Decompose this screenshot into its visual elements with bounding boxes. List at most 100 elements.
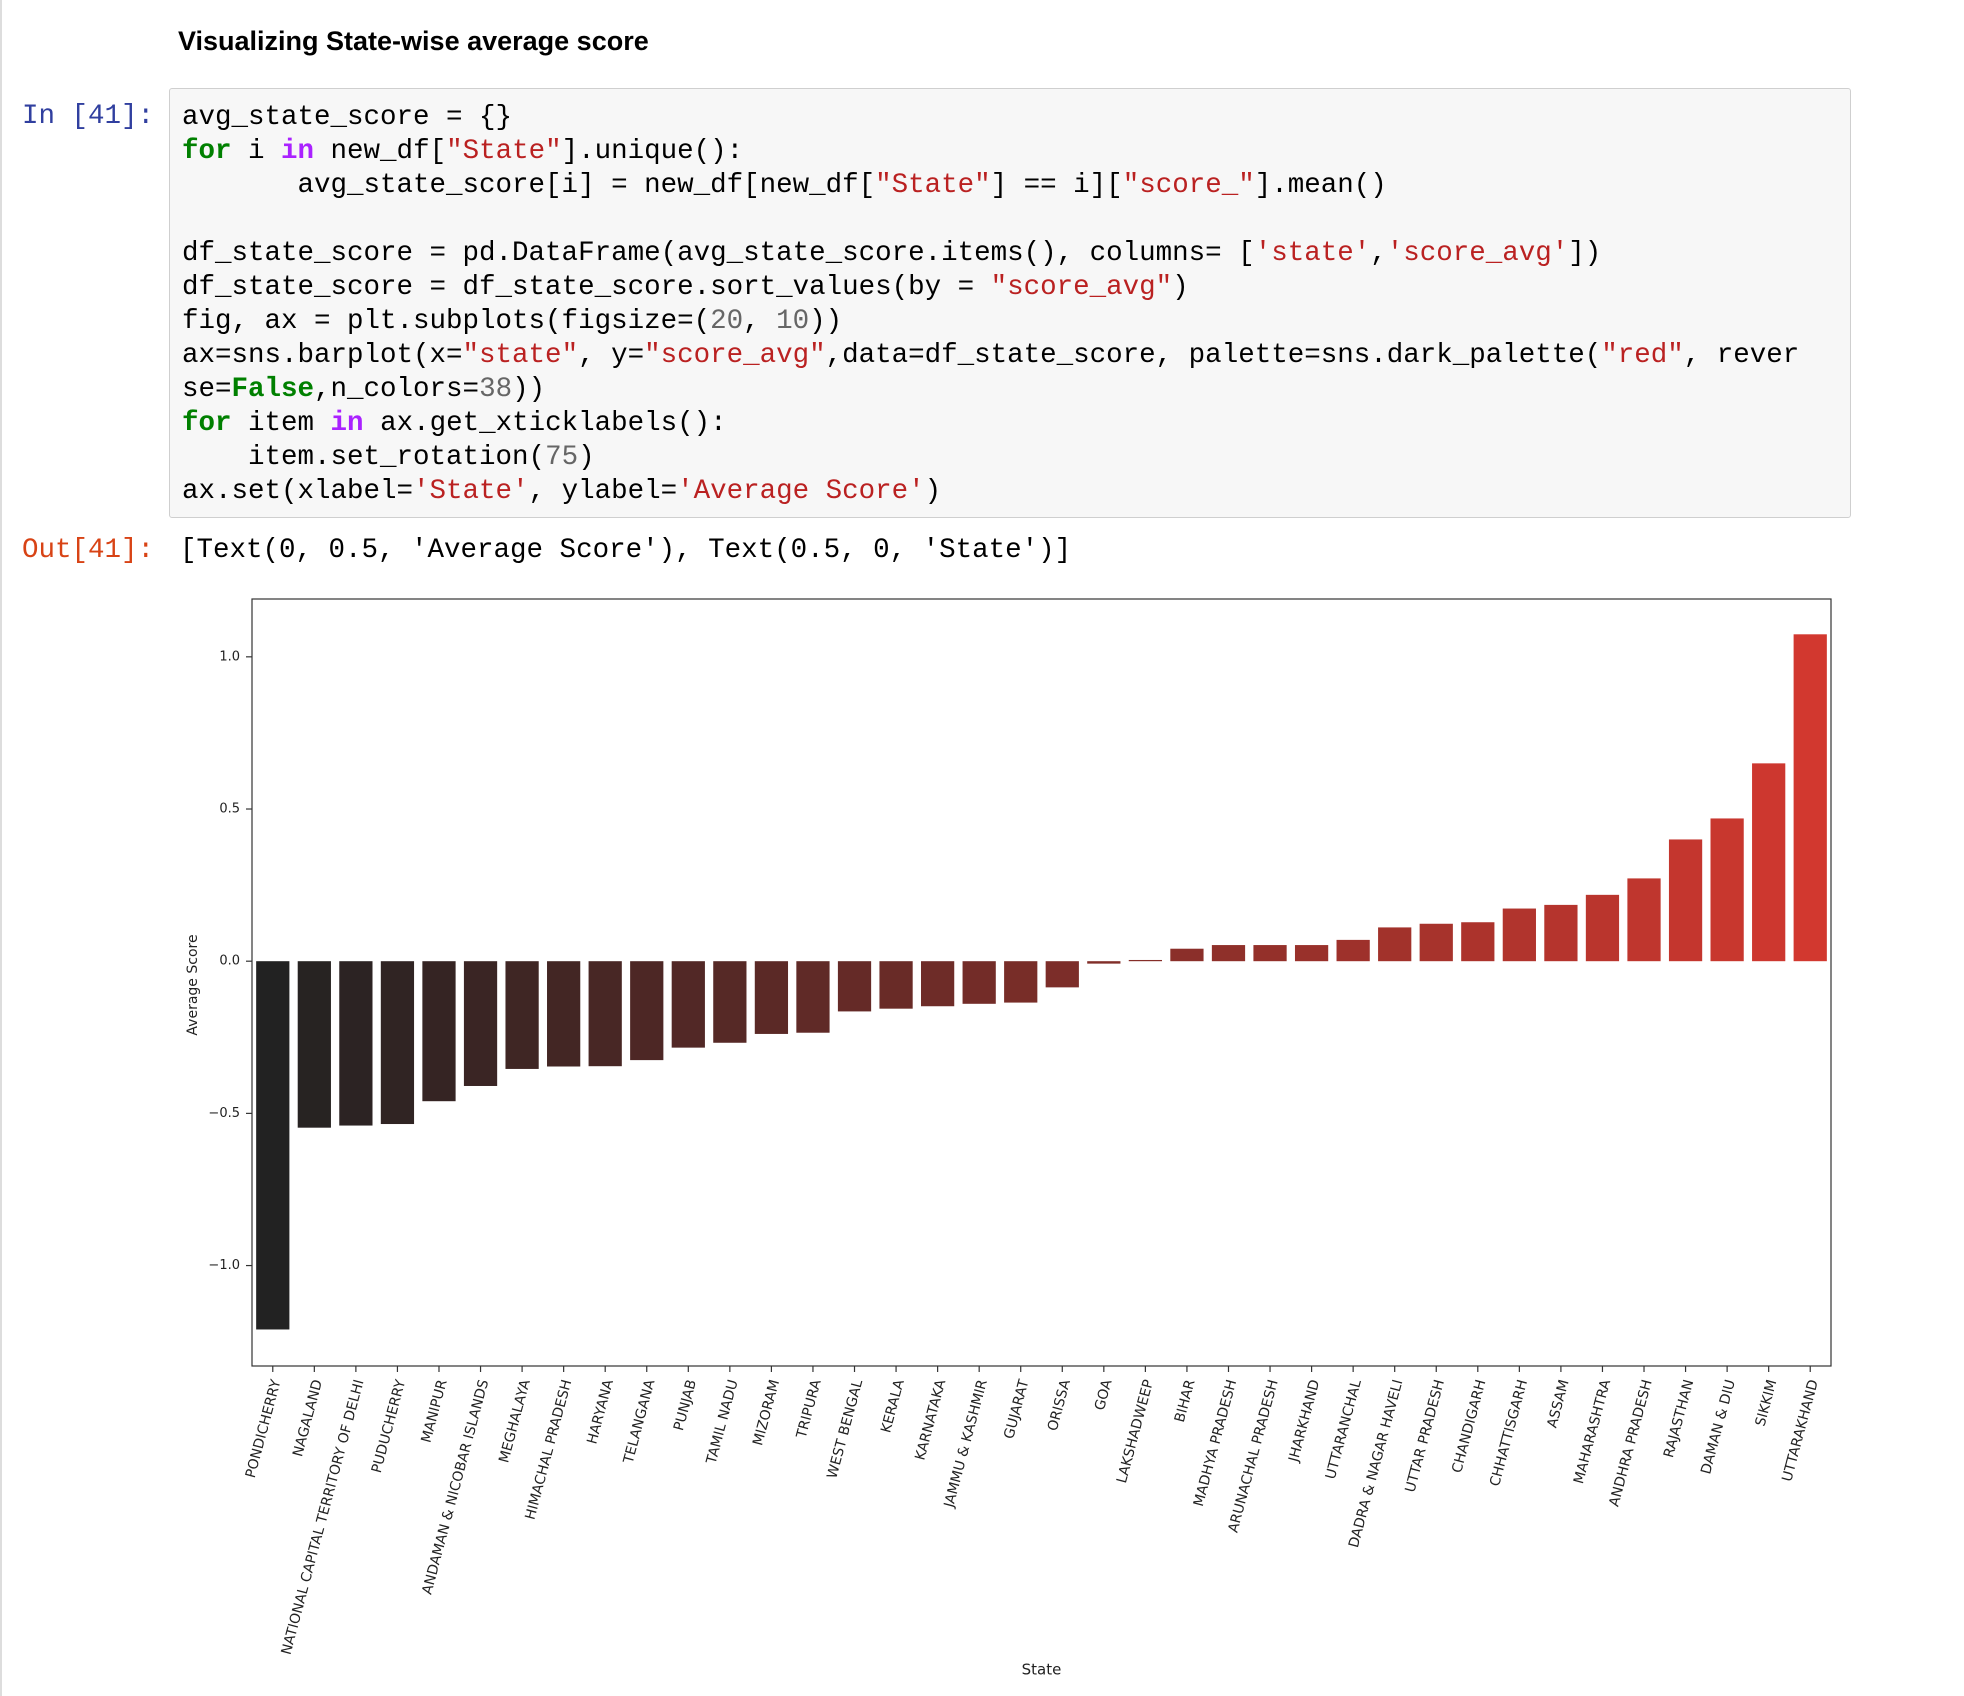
code-token: "red" (1601, 340, 1684, 371)
code-token: ax=sns.barplot(x= (182, 340, 463, 371)
x-tick-label: MAHARASHTRA (1571, 1378, 1614, 1486)
x-tick-label: BIHAR (1172, 1378, 1199, 1424)
x-tick-label: PUNJAB (671, 1378, 700, 1433)
bar (1128, 959, 1163, 962)
code-line: avg_state_score[i] = new_df[new_df["Stat… (182, 169, 1838, 203)
bar (380, 961, 415, 1125)
x-tick-label: CHHATTISGARH (1487, 1378, 1531, 1488)
code-token: ) (924, 476, 942, 507)
code-token: "score_" (1122, 170, 1255, 201)
code-token: fig, ax = plt.subplots(figsize=( (182, 306, 711, 337)
bar (1170, 948, 1204, 962)
code-token: in (281, 136, 315, 167)
bar (1627, 878, 1661, 962)
y-tick-label: 0.5 (219, 802, 240, 817)
x-tick-label: MIZORAM (750, 1378, 783, 1447)
x-tick-label: TELANGANA (620, 1378, 658, 1467)
code-token: )) (809, 306, 843, 337)
code-token: "score_avg" (990, 272, 1173, 303)
x-tick-label: JHARKHAND (1286, 1378, 1324, 1465)
x-tick-label: LAKSHADWEEP (1114, 1378, 1157, 1485)
x-tick-label: UTTAR PRADESH (1402, 1378, 1447, 1494)
x-tick-label: CHANDIGARH (1449, 1378, 1489, 1475)
code-token: False (231, 374, 315, 405)
code-token: ,n_colors= (314, 374, 480, 405)
x-tick-label: WEST BENGAL (824, 1378, 866, 1481)
code-token: avg_state_score = {} (182, 102, 513, 133)
bar (754, 961, 789, 1034)
code-token: ) (578, 442, 595, 473)
bar (1294, 945, 1329, 962)
bar (339, 961, 373, 1126)
x-tick-label: NAGALAND (290, 1378, 326, 1459)
code-token: 20 (710, 306, 744, 337)
code-token: ,data=df_state_score, palette=sns.dark_p… (825, 340, 1602, 371)
code-line: item.set_rotation(75) (182, 441, 1838, 475)
code-token: for (182, 136, 232, 167)
y-axis-label: Average Score (185, 934, 201, 1035)
code-token: 'State' (413, 476, 529, 507)
x-tick-label: HIMACHAL PRADESH (523, 1378, 576, 1522)
x-tick-label: PUDUCHERRY (369, 1378, 409, 1475)
input-prompt: In [41]: (22, 101, 155, 132)
code-token: 75 (545, 442, 579, 473)
bar (837, 961, 872, 1012)
code-cell[interactable]: avg_state_score = {} for i in new_df["Sta… (169, 88, 1851, 518)
y-tick-label: 0.0 (219, 954, 240, 969)
x-axis-label: State (1022, 1661, 1062, 1679)
code-token: ) (1172, 272, 1189, 303)
code-line: df_state_score = pd.DataFrame(avg_state_… (182, 237, 1838, 271)
bar (1544, 904, 1578, 962)
bar (1461, 922, 1495, 962)
code-token: item (231, 408, 331, 439)
bar (1793, 634, 1827, 962)
x-tick-label: ANDHRA PRADESH (1606, 1378, 1655, 1508)
bar (1336, 939, 1370, 962)
bar (1502, 908, 1536, 962)
bar (1211, 945, 1246, 962)
code-line: ax=sns.barplot(x="state", y="score_avg",… (182, 339, 1838, 373)
bar (505, 961, 539, 1069)
x-tick-label: RAJASTHAN (1661, 1378, 1697, 1460)
x-tick-label: ORISSA (1045, 1378, 1074, 1433)
code-token: avg_state_score[i] = new_df[new_df[ (182, 170, 876, 201)
x-tick-label: PONDICHERRY (243, 1378, 285, 1480)
code-line: for item in ax.get_xticklabels(): (182, 407, 1838, 441)
x-tick-label: MADHYA PRADESH (1191, 1378, 1240, 1508)
code-token: se= (182, 374, 232, 405)
bar (1087, 961, 1121, 964)
code-line: df_state_score = df_state_score.sort_val… (182, 271, 1838, 305)
x-tick-label: HARYANA (584, 1378, 617, 1446)
code-token: 38 (479, 374, 513, 405)
code-token: , (743, 306, 777, 337)
code-token: ].unique(): (561, 136, 744, 167)
code-line: fig, ax = plt.subplots(figsize=(20, 10)) (182, 305, 1838, 339)
code-token: 'state' (1254, 238, 1371, 269)
bar (547, 961, 581, 1067)
heading: Visualizing State-wise average score (178, 26, 649, 56)
bar (1668, 839, 1703, 962)
plot-frame (251, 598, 1832, 1367)
x-tick-label: DAMAN & DIU (1698, 1378, 1739, 1476)
code-token: , (1370, 238, 1387, 269)
code-token: , ylabel= (528, 476, 678, 507)
code-token: ] == i][ (990, 170, 1123, 201)
bar (630, 961, 664, 1061)
code-token: 'score_avg' (1386, 238, 1569, 269)
code-token: , y= (578, 340, 645, 371)
code-token: new_df[ (314, 136, 447, 167)
code-token: ].mean() (1254, 170, 1387, 201)
bar (1419, 923, 1453, 962)
bar (588, 961, 622, 1067)
code-token: ]) (1568, 238, 1602, 269)
output-prompt: Out[41]: (22, 535, 155, 566)
x-tick-label: SIKKIM (1753, 1378, 1781, 1428)
code-line: for i in new_df["State"].unique(): (182, 135, 1838, 169)
code-token: i (231, 136, 282, 167)
code-line: ax.set(xlabel='State', ylabel='Average S… (182, 475, 1838, 509)
x-tick-label: JAMMU & KASHMIR (941, 1378, 991, 1510)
code-line: avg_state_score = {} (182, 101, 1838, 135)
code-token: )) (512, 374, 546, 405)
bar (463, 961, 498, 1086)
